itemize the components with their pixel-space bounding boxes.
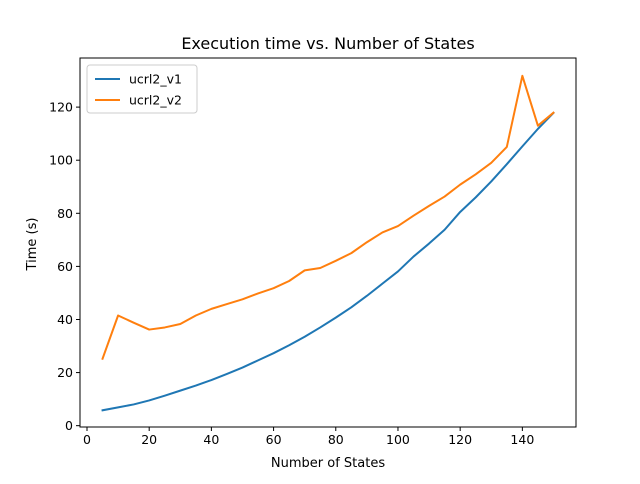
x-tick-label: 140	[510, 432, 534, 447]
y-tick-label: 60	[57, 259, 73, 274]
y-tick-label: 120	[49, 100, 73, 115]
x-axis-label: Number of States	[271, 456, 385, 471]
series-line-ucrl2_v2	[101, 74, 555, 361]
axes: 0 20 40 60 80 100 120 140 0 20 40 60 80 100 120	[49, 57, 577, 447]
plot-area	[101, 74, 555, 412]
x-tick-label: 120	[448, 432, 472, 447]
y-axis-label: Time (s)	[25, 218, 40, 272]
y-tick-label: 20	[57, 365, 73, 380]
legend-label-ucrl2_v2: ucrl2_v2	[129, 93, 182, 108]
x-tick-label: 100	[386, 432, 410, 447]
legend: ucrl2_v1 ucrl2_v2	[86, 64, 198, 114]
series-line-ucrl2_v1	[101, 111, 555, 412]
plot-frame	[79, 57, 577, 428]
y-tick-label: 0	[65, 418, 73, 433]
x-tick-label: 40	[203, 432, 219, 447]
y-tick-label: 80	[57, 206, 73, 221]
legend-label-ucrl2_v1: ucrl2_v1	[129, 72, 182, 87]
chart-title: Execution time vs. Number of States	[181, 34, 474, 53]
x-tick-label: 20	[141, 432, 157, 447]
x-tick-label: 0	[83, 432, 91, 447]
y-tick-label: 40	[57, 312, 73, 327]
x-tick-label: 60	[266, 432, 282, 447]
x-tick-label: 80	[328, 432, 344, 447]
y-tick-label: 100	[49, 153, 73, 168]
